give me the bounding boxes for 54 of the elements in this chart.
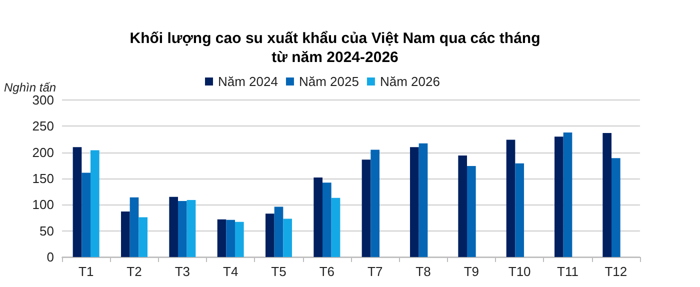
x-tick-label: T7 xyxy=(367,264,383,279)
x-tick-label: T6 xyxy=(319,264,335,279)
bar xyxy=(82,172,90,257)
bar xyxy=(563,132,572,257)
x-tick-label: T3 xyxy=(174,264,190,279)
bar xyxy=(612,158,620,257)
bar xyxy=(467,166,476,257)
x-tick-label: T4 xyxy=(222,264,238,279)
y-tick-label: 200 xyxy=(32,144,54,160)
bar xyxy=(314,177,322,257)
bar xyxy=(217,219,226,257)
x-tick-label: T12 xyxy=(604,264,628,279)
y-tick-label: 100 xyxy=(32,197,54,212)
bar xyxy=(274,206,284,257)
bar xyxy=(178,201,187,257)
x-tick-label: T5 xyxy=(271,264,286,279)
bar xyxy=(331,198,340,257)
chart-title: Khối lượng cao su xuất khẩu của Việt Nam qua các tháng từ năm 2024-2026 xyxy=(130,30,540,66)
bar xyxy=(410,147,419,257)
bar xyxy=(458,155,467,257)
bar xyxy=(186,200,196,257)
y-axis-title: Nghìn tấn xyxy=(4,80,56,95)
y-tick-label: 300 xyxy=(32,92,54,108)
bar xyxy=(266,214,274,257)
bar xyxy=(506,140,516,257)
y-tick-label: 150 xyxy=(32,171,54,186)
bar xyxy=(90,150,100,257)
bar xyxy=(602,132,612,257)
bar xyxy=(138,217,148,257)
x-tick-label: T2 xyxy=(126,264,142,279)
bar xyxy=(72,147,82,257)
x-tick-label: T8 xyxy=(416,264,431,279)
bar xyxy=(418,143,428,257)
x-tick-label: T1 xyxy=(78,264,94,279)
legend-label: Năm 2025 xyxy=(298,74,359,89)
bar xyxy=(130,197,139,257)
legend-label: Năm 2026 xyxy=(380,74,440,89)
x-tick-label: T10 xyxy=(508,264,531,279)
bar xyxy=(283,218,292,257)
bar xyxy=(121,211,130,257)
bar xyxy=(362,160,371,257)
y-tick-label: 50 xyxy=(40,223,54,238)
bar xyxy=(515,163,524,257)
bar xyxy=(370,150,380,257)
bar xyxy=(226,220,235,257)
bar xyxy=(554,136,564,257)
bar xyxy=(322,182,332,257)
legend-label: Năm 2024 xyxy=(218,74,278,89)
bar xyxy=(235,222,244,257)
y-tick-label: 250 xyxy=(32,118,54,134)
bar xyxy=(169,196,178,257)
y-tick-label: 0 xyxy=(46,250,54,264)
x-tick-label: T11 xyxy=(557,264,578,279)
x-tick-label: T9 xyxy=(464,264,480,279)
